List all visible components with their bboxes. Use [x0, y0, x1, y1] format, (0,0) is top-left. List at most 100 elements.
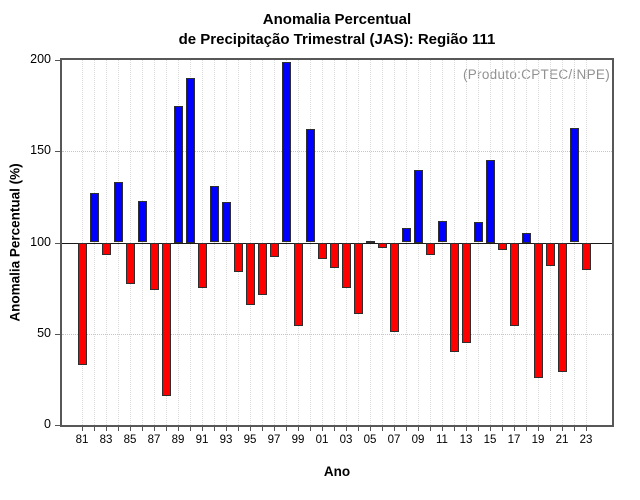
- x-tick-mark: [466, 425, 467, 431]
- source-annotation: (Produto:CPTEC/INPE): [462, 67, 610, 82]
- x-tick-mark: [322, 425, 323, 431]
- x-tick-mark: [346, 425, 347, 431]
- bar-1990: [185, 78, 195, 243]
- bar-2012: [449, 242, 459, 352]
- bar-2015: [485, 160, 495, 243]
- y-tick-mark: [55, 151, 62, 153]
- x-tick-label: 11: [436, 434, 448, 446]
- x-tick-mark: [226, 425, 227, 431]
- x-tick-mark: [130, 425, 131, 431]
- bar-1994: [233, 242, 243, 272]
- x-tick-mark: [190, 425, 191, 431]
- x-tick-label: 83: [99, 434, 113, 446]
- bar-2019: [533, 242, 543, 378]
- bar-2020: [545, 242, 555, 267]
- x-tick-mark: [118, 425, 119, 431]
- x-tick-mark: [430, 425, 431, 431]
- x-tick-label: 17: [507, 434, 521, 446]
- x-tick-mark: [550, 425, 551, 431]
- x-axis-label: Ano: [323, 464, 351, 479]
- x-tick-mark: [154, 425, 155, 431]
- bar-1988: [161, 242, 171, 396]
- x-tick-label: 99: [291, 434, 305, 446]
- x-tick-mark: [310, 425, 311, 431]
- x-tick-mark: [478, 425, 479, 431]
- bar-2004: [353, 242, 363, 314]
- bar-1987: [149, 242, 159, 290]
- x-tick-mark: [562, 425, 563, 431]
- bar-2002: [329, 242, 339, 269]
- bar-1982: [89, 193, 99, 243]
- x-tick-mark: [142, 425, 143, 431]
- bar-2018: [521, 233, 531, 243]
- bar-1986: [137, 200, 147, 243]
- bar-1999: [293, 242, 303, 327]
- bar-1995: [245, 242, 255, 305]
- bar-2008: [401, 227, 411, 243]
- bar-1989: [173, 105, 183, 243]
- x-tick-label: 19: [531, 434, 545, 446]
- x-tick-mark: [358, 425, 359, 431]
- x-tick-label: 95: [243, 434, 257, 446]
- y-tick-mark: [55, 425, 62, 426]
- x-tick-mark: [586, 425, 587, 431]
- x-tick-mark: [406, 425, 407, 431]
- bar-2014: [473, 222, 483, 243]
- y-tick-mark: [55, 60, 62, 61]
- x-tick-label: 01: [315, 434, 329, 446]
- x-tick-mark: [574, 425, 575, 431]
- bar-2007: [389, 242, 399, 332]
- x-tick-label: 91: [195, 434, 209, 446]
- x-tick-label: 93: [219, 434, 233, 446]
- x-tick-mark: [238, 425, 239, 431]
- x-tick-mark: [490, 425, 491, 431]
- x-tick-mark: [382, 425, 383, 431]
- y-tick-label: 200: [30, 52, 51, 66]
- bar-2010: [425, 242, 435, 256]
- x-tick-mark: [178, 425, 179, 431]
- bar-2017: [509, 242, 519, 327]
- x-tick-label: 85: [123, 434, 137, 446]
- y-tick-label: 0: [44, 417, 51, 431]
- x-tick-mark: [298, 425, 299, 431]
- x-tick-label: 13: [459, 434, 473, 446]
- y-tick-label: 100: [30, 234, 51, 249]
- bar-2000: [305, 129, 315, 243]
- x-tick-mark: [514, 425, 515, 431]
- bar-2001: [317, 242, 327, 259]
- bar-1991: [197, 242, 207, 289]
- horizontal-gridline: [62, 151, 612, 153]
- x-tick-mark: [394, 425, 395, 431]
- x-tick-mark: [370, 425, 371, 431]
- y-tick-mark: [55, 242, 62, 244]
- x-tick-label: 07: [387, 434, 401, 446]
- x-tick-mark: [166, 425, 167, 431]
- horizontal-gridline: [62, 333, 612, 335]
- bar-1984: [113, 182, 123, 243]
- bar-1996: [257, 242, 267, 296]
- chart-title-line2: de Precipitação Trimestral (JAS): Região…: [178, 31, 496, 49]
- bar-2022: [569, 127, 579, 243]
- bar-1997: [269, 242, 279, 258]
- x-tick-mark: [250, 425, 251, 431]
- x-tick-mark: [82, 425, 83, 431]
- bar-1983: [101, 242, 111, 256]
- x-tick-mark: [202, 425, 203, 431]
- x-tick-label: 09: [411, 434, 425, 446]
- bar-2006: [377, 242, 387, 248]
- x-tick-label: 97: [267, 434, 281, 446]
- bar-2016: [497, 242, 507, 250]
- x-tick-label: 23: [579, 434, 593, 446]
- x-tick-mark: [106, 425, 107, 431]
- x-tick-mark: [502, 425, 503, 431]
- x-tick-mark: [262, 425, 263, 431]
- x-tick-mark: [418, 425, 419, 431]
- y-tick-mark: [55, 333, 62, 335]
- bar-2021: [557, 242, 567, 373]
- bar-1998: [281, 61, 291, 243]
- bar-1992: [209, 185, 219, 243]
- bar-2011: [437, 220, 447, 243]
- bar-2009: [413, 169, 423, 243]
- chart-title-line1: Anomalia Percentual: [262, 11, 412, 28]
